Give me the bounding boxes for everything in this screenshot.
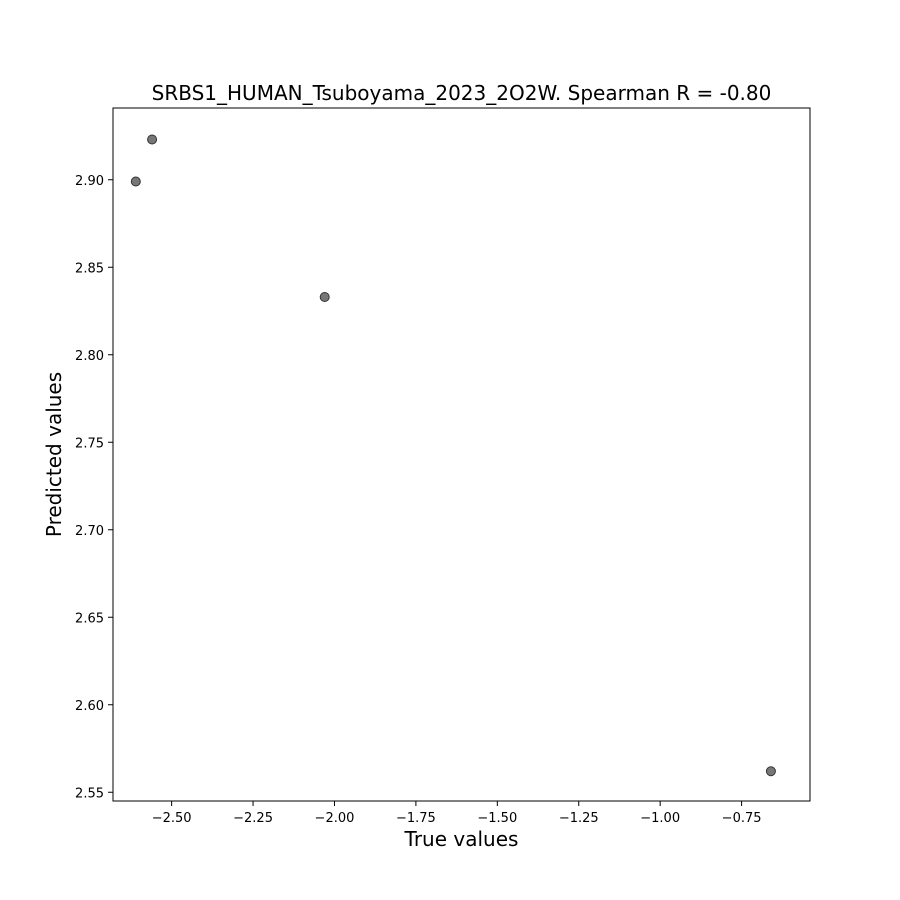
x-tick-label: −2.50	[152, 811, 192, 826]
data-point	[765, 766, 776, 777]
y-tick-label: 2.60	[75, 699, 104, 714]
x-tick-label: −1.25	[559, 811, 599, 826]
x-tick-label: −2.00	[315, 811, 355, 826]
y-tick-label: 2.80	[75, 349, 104, 364]
x-tick-label: −1.75	[396, 811, 436, 826]
y-tick-label: 2.75	[75, 436, 104, 451]
y-axis-ticks: 2.55 2.60 2.65 2.70 2.75 2.80 2.85 2.90	[75, 174, 113, 801]
x-tick-label: −1.00	[640, 811, 680, 826]
x-axis-ticks: −2.50 −2.25 −2.00 −1.75 −1.50 −1.25 −1.00 −0.75	[152, 801, 762, 826]
data-point	[147, 134, 158, 145]
x-axis-label: True values	[404, 827, 519, 851]
x-tick-label: −2.25	[233, 811, 273, 826]
x-tick-label: −1.50	[477, 811, 517, 826]
chart-title: SRBS1_HUMAN_Tsuboyama_2023_2O2W. Spearma…	[152, 81, 772, 105]
x-tick-label: −0.75	[722, 811, 762, 826]
y-tick-label: 2.90	[75, 174, 104, 189]
y-tick-label: 2.85	[75, 261, 104, 276]
data-point	[130, 176, 141, 187]
y-tick-label: 2.70	[75, 524, 104, 539]
y-axis-label: Predicted values	[42, 372, 66, 537]
y-tick-label: 2.65	[75, 611, 104, 626]
plot-frame	[112, 107, 811, 802]
data-points	[130, 134, 776, 777]
y-tick-label: 2.55	[75, 786, 104, 801]
data-point	[319, 292, 330, 302]
